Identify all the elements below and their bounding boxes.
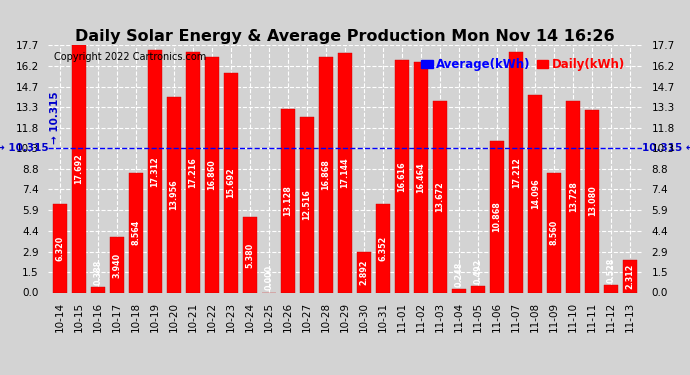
Text: 13.672: 13.672 [435, 182, 444, 212]
Bar [604, 285, 618, 292]
Text: 0.248: 0.248 [455, 261, 464, 287]
Bar [547, 173, 562, 292]
Text: 2.892: 2.892 [359, 260, 368, 285]
Bar [433, 101, 447, 292]
Text: 17.144: 17.144 [340, 158, 350, 188]
Bar [452, 289, 466, 292]
Bar [338, 53, 352, 292]
Legend: Average(kWh), Daily(kWh): Average(kWh), Daily(kWh) [416, 53, 630, 76]
Bar [167, 98, 181, 292]
Text: 17.212: 17.212 [512, 157, 521, 188]
Bar [72, 45, 86, 292]
Text: 17.692: 17.692 [75, 153, 83, 184]
Bar [357, 252, 371, 292]
Text: 3.940: 3.940 [112, 252, 121, 278]
Text: → 10.315: → 10.315 [0, 143, 48, 153]
Text: 16.464: 16.464 [417, 162, 426, 193]
Text: 8.560: 8.560 [550, 220, 559, 245]
Bar [243, 217, 257, 292]
Text: 10.315 ←: 10.315 ← [642, 143, 690, 153]
Bar [224, 73, 238, 292]
Bar [52, 204, 67, 292]
Bar [186, 52, 200, 292]
Bar [376, 204, 390, 292]
Text: 13.728: 13.728 [569, 181, 578, 212]
Text: 0.492: 0.492 [473, 258, 482, 284]
Text: 8.564: 8.564 [131, 220, 140, 245]
Bar [128, 173, 143, 292]
Text: 17.216: 17.216 [188, 157, 197, 188]
Bar [471, 286, 485, 292]
Bar [490, 141, 504, 292]
Bar [319, 57, 333, 292]
Text: 6.320: 6.320 [55, 236, 64, 261]
Text: 17.312: 17.312 [150, 156, 159, 187]
Text: 6.352: 6.352 [379, 236, 388, 261]
Bar [585, 110, 600, 292]
Bar [509, 52, 523, 292]
Text: 10.868: 10.868 [493, 201, 502, 232]
Text: 16.868: 16.868 [322, 159, 331, 190]
Text: Copyright 2022 Cartronics.com: Copyright 2022 Cartronics.com [55, 53, 206, 62]
Bar [110, 237, 124, 292]
Bar [148, 50, 162, 292]
Text: 0.528: 0.528 [607, 258, 615, 283]
Text: 0.000: 0.000 [264, 265, 273, 290]
Bar [566, 100, 580, 292]
Bar [623, 260, 638, 292]
Bar [205, 57, 219, 292]
Text: 0.388: 0.388 [93, 260, 102, 285]
Text: 16.616: 16.616 [397, 161, 406, 192]
Bar [395, 60, 409, 292]
Text: → 10.315: → 10.315 [50, 92, 60, 144]
Bar [300, 117, 314, 292]
Text: 14.096: 14.096 [531, 178, 540, 209]
Text: 15.692: 15.692 [226, 167, 235, 198]
Bar [281, 109, 295, 292]
Text: 16.860: 16.860 [208, 159, 217, 190]
Text: 13.080: 13.080 [588, 186, 597, 216]
Bar [528, 95, 542, 292]
Bar [90, 287, 105, 292]
Bar [414, 62, 428, 292]
Text: 12.516: 12.516 [302, 190, 311, 220]
Title: Daily Solar Energy & Average Production Mon Nov 14 16:26: Daily Solar Energy & Average Production … [75, 29, 615, 44]
Text: 2.312: 2.312 [626, 264, 635, 289]
Text: 13.128: 13.128 [284, 185, 293, 216]
Text: 13.956: 13.956 [169, 180, 178, 210]
Text: 5.380: 5.380 [246, 242, 255, 267]
